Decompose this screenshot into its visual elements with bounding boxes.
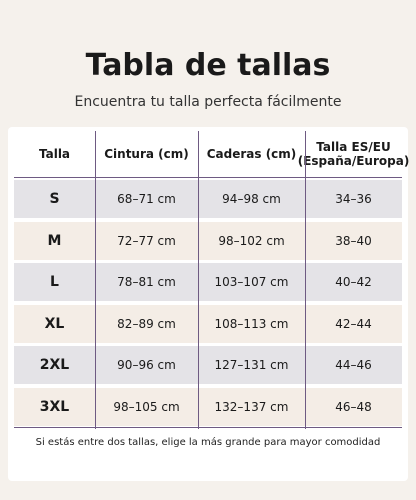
table-cell: 68–71 cm bbox=[117, 192, 176, 206]
row-background bbox=[14, 221, 402, 260]
column-divider bbox=[198, 131, 199, 429]
subtitle: Encuentra tu talla perfecta fácilmente bbox=[74, 94, 342, 110]
table-cell: 42–44 bbox=[335, 316, 372, 331]
table-cell: 98–105 cm bbox=[113, 399, 180, 414]
size-label: 3XL bbox=[39, 398, 70, 415]
size-table: Talla Cintura (cm) Caderas (cm) Talla ES/EU… bbox=[8, 127, 410, 481]
row-background bbox=[14, 180, 402, 218]
size-label: S bbox=[49, 191, 60, 207]
row-background bbox=[14, 263, 402, 301]
column-header: Cintura (cm) bbox=[104, 147, 189, 161]
column-header: Talla ES/EU (España/Europa) bbox=[297, 140, 410, 168]
size-label: M bbox=[47, 232, 62, 249]
header-divider bbox=[14, 177, 402, 178]
table-cell: 132–137 cm bbox=[214, 399, 289, 414]
row-background bbox=[14, 346, 402, 384]
column-header: Talla bbox=[38, 147, 71, 161]
table-cell: 46–48 bbox=[335, 399, 372, 414]
table-bottom bbox=[14, 427, 402, 428]
table-cell: 98–102 cm bbox=[218, 233, 285, 248]
table-cell: 94–98 cm bbox=[222, 192, 281, 206]
footnote: Si estás entre dos tallas, elige la más … bbox=[35, 437, 381, 448]
table-cell: 72–77 cm bbox=[117, 233, 176, 248]
row-background bbox=[14, 304, 402, 343]
row-background bbox=[14, 387, 402, 426]
table-cell: 82–89 cm bbox=[117, 316, 176, 331]
table-cell: 78–81 cm bbox=[117, 275, 176, 289]
column-header: Caderas (cm) bbox=[206, 147, 297, 161]
table-cell: 108–113 cm bbox=[214, 316, 289, 331]
table-cell: 34–36 bbox=[335, 192, 372, 206]
table-cell: 90–96 cm bbox=[117, 358, 176, 372]
size-label: 2XL bbox=[39, 357, 70, 373]
column-divider bbox=[95, 131, 96, 429]
column-divider bbox=[305, 131, 306, 429]
table-cell: 38–40 bbox=[335, 233, 372, 248]
title: Tabla de tallas bbox=[85, 48, 331, 83]
table-cell: 44–46 bbox=[335, 358, 372, 372]
table-cell: 103–107 cm bbox=[214, 275, 289, 289]
table-cell: 40–42 bbox=[335, 275, 372, 289]
size-label: XL bbox=[44, 315, 65, 332]
size-label: L bbox=[50, 274, 59, 290]
table-cell: 127–131 cm bbox=[214, 358, 289, 372]
